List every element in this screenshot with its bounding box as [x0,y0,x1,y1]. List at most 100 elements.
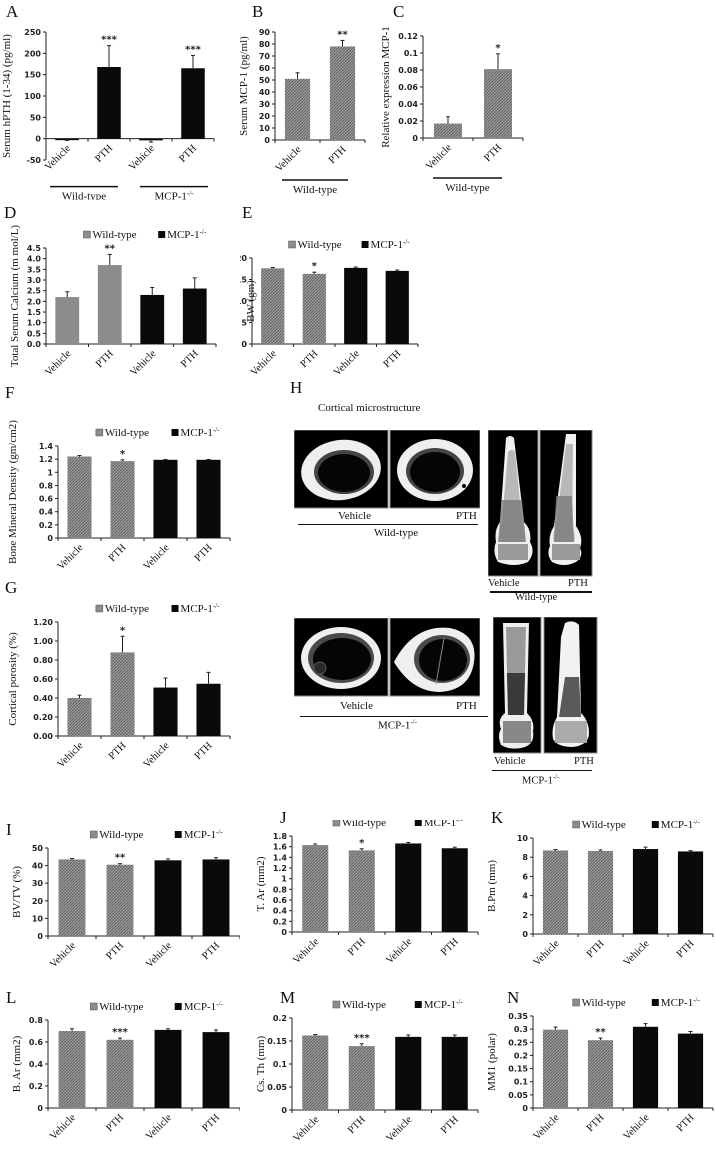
y-tick-label: 0.8 [29,1016,44,1025]
y-tick-label: 50 [32,844,44,853]
x-category-label: Vehicle [532,1112,562,1142]
bar [484,69,512,138]
bar [67,698,92,736]
legend-label-wild-type: Wild-type [582,997,626,1009]
y-tick-label: 2 [522,911,528,920]
y-tick-label: -50 [27,156,42,165]
legend-swatch-wild-type [288,240,296,249]
y-tick-label: 1.4 [39,442,54,451]
y-tick-label: 0.00 [33,732,53,741]
bar [196,683,221,736]
y-axis-title: Cortical porosity (%) [7,632,19,726]
y-tick-label: 70 [259,52,271,61]
y-tick-label: 1 [47,468,53,477]
panel-label-e: E [242,203,253,222]
bar [202,859,230,936]
y-axis-title: MM1 (polar) [486,1033,498,1091]
legend-swatch-mcp1 [174,1003,182,1010]
h-title: Cortical microstructure [318,402,421,414]
bar [441,1036,468,1110]
y-tick-label: 60 [259,64,271,73]
legend-swatch-wild-type [89,1002,98,1011]
bar [441,848,468,932]
h-mcp-cross-sections [294,618,480,697]
y-tick-label: 0 [281,928,287,937]
y-tick-label: 1.6 [273,843,288,852]
y-tick-label: 0.20 [33,713,53,722]
bar [677,1033,704,1108]
h-wt-pth-label: PTH [456,510,477,522]
bar [110,461,135,538]
x-category-label: PTH [93,143,115,165]
legend-swatch-wild-type [332,820,341,827]
bar [153,687,178,736]
y-tick-label: 90 [259,28,271,37]
h-wt-cross-sections [294,430,480,509]
y-tick-label: 50 [30,113,42,122]
y-tick-label: 0 [281,1106,287,1115]
panel-label-l: L [6,988,17,1007]
y-tick-label: 1.5 [27,308,42,317]
bar [395,843,422,932]
legend-swatch-mcp1 [414,820,422,826]
legend-label-mcp1: MCP-1-/- [424,998,464,1011]
legend-swatch-mcp1 [651,821,659,828]
y-tick-label: 2.5 [27,287,42,296]
legend-label-mcp1: MCP-1-/- [424,820,464,829]
bar [587,850,614,934]
bar [139,138,163,141]
bar [182,288,207,344]
y-tick-label: 20 [259,112,271,121]
legend-swatch-wild-type [95,604,104,613]
panel-label-k: K [491,808,504,827]
h-mcp-long-group-text: MCP-1 [522,775,553,787]
y-tick-label: 250 [24,28,41,37]
y-tick-label: 0.6 [29,1038,44,1047]
bar [196,459,221,538]
y-tick-label: 0.08 [398,66,418,75]
x-category-label: PTH [439,936,461,958]
panel-label-f: F [5,383,15,402]
y-tick-label: 3.5 [27,265,42,274]
x-category-label: Vehicle [56,542,86,570]
legend-swatch-mcp1 [171,605,179,612]
x-category-label: Vehicle [142,740,172,770]
y-tick-label: 20 [32,897,44,906]
y-tick-label: 30 [259,100,271,109]
legend-swatch-mcp1 [361,241,369,248]
x-category-label: PTH [675,1112,697,1134]
h-mcp-group-line [300,716,488,717]
h-wt-long-group-line [490,591,592,593]
h-mcp-group-label: MCP-1-/- [378,718,417,732]
bar [632,849,659,934]
x-category-label: Vehicle [424,142,454,172]
legend-swatch-mcp1 [651,999,659,1006]
panel-label-i: I [6,820,12,839]
y-tick-label: 6 [522,872,528,881]
panel-label-n: N [507,988,520,1007]
significance-marker: *** [354,1033,370,1044]
h-mcp-long-vehicle-label: Vehicle [494,756,526,767]
panel-label-d: D [4,203,17,222]
x-category-label: PTH [585,938,607,960]
x-category-label: Vehicle [249,348,279,378]
y-tick-label: 0.0 [27,340,42,349]
y-tick-label: 0.12 [398,32,418,41]
h-mcp-long-group-sup: -/- [552,773,560,781]
chart-k: 0 2 4 6 8 10 Vehicle PTH Vehicle PTH B.Pm (mm) Wild… [486,820,714,968]
bar [395,1036,422,1110]
x-category-label: Vehicle [56,740,86,770]
x-category-label: PTH [193,542,215,564]
legend-swatch-wild-type [89,830,98,839]
x-category-label: Vehicle [48,1112,78,1142]
x-category-label: Vehicle [144,1112,174,1142]
y-tick-label: 200 [24,49,41,58]
y-tick-label: 0 [241,340,247,349]
bar [587,1040,614,1108]
legend-swatch-mcp1 [171,429,179,436]
legend-label-wild-type: Wild-type [342,999,386,1011]
x-category-label: Vehicle [622,938,652,968]
y-tick-label: 1.4 [273,853,288,862]
legend-label-mcp1: MCP-1-/- [661,996,701,1009]
panel-label-c: C [393,2,405,21]
